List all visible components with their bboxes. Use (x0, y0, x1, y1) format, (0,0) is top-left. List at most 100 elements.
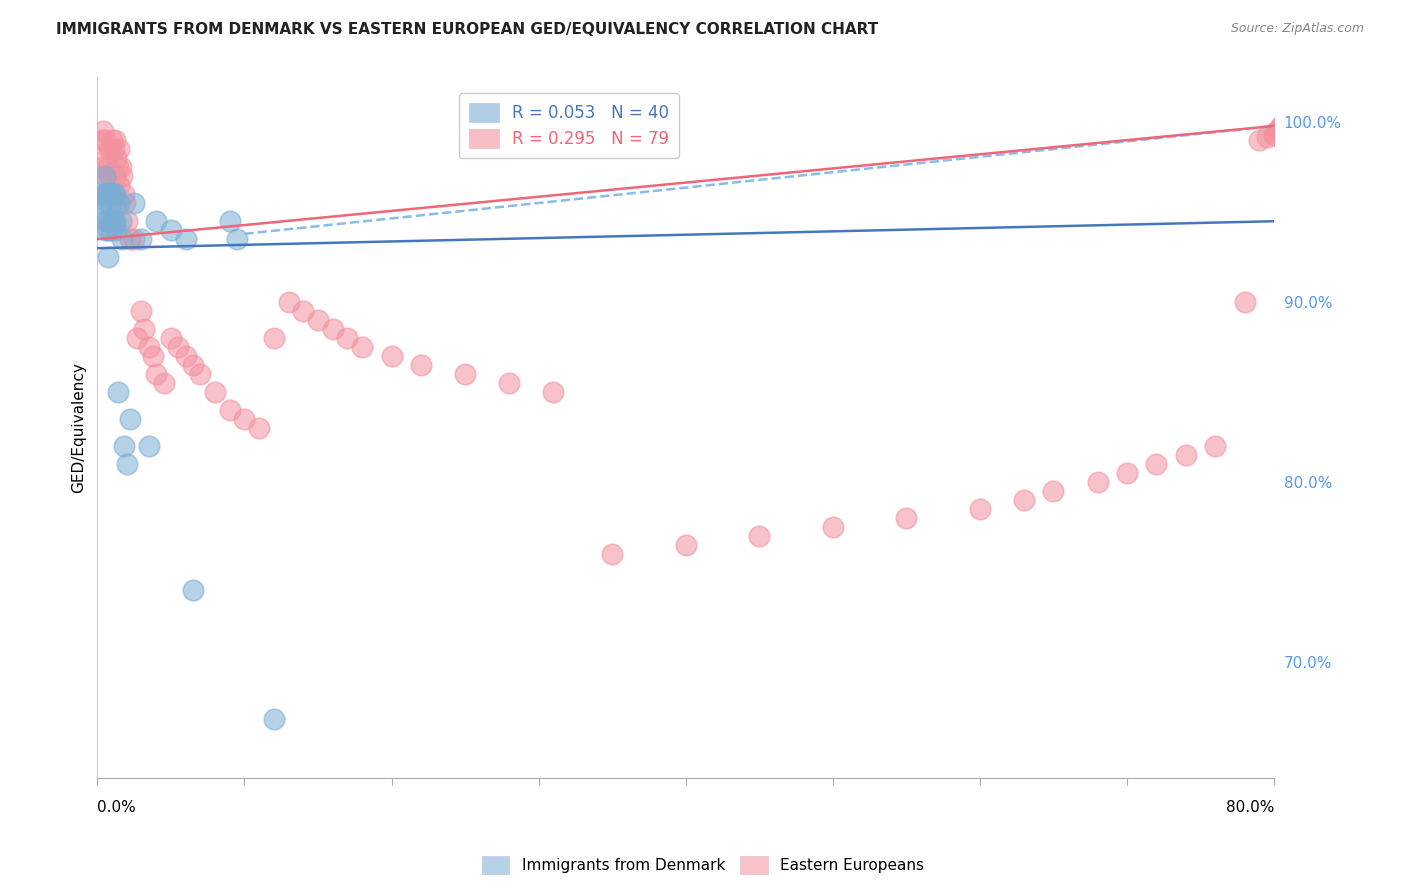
Point (160, 331, 183, 345)
Point (1012, 492, 1035, 507)
Point (1204, 439, 1226, 453)
Point (131, 232, 153, 246)
Point (896, 510, 918, 524)
Point (1042, 483, 1064, 498)
Point (322, 322, 344, 336)
Point (218, 214, 240, 228)
Point (226, 232, 249, 246)
Point (307, 313, 329, 327)
Point (454, 367, 477, 381)
Point (104, 133, 127, 147)
Point (97, 161, 120, 175)
Point (103, 214, 125, 228)
Point (111, 169, 134, 184)
Point (247, 421, 270, 435)
Point (115, 214, 138, 228)
Point (115, 457, 138, 471)
Point (114, 196, 136, 211)
Point (93, 133, 115, 147)
Text: Source: ZipAtlas.com: Source: ZipAtlas.com (1230, 22, 1364, 36)
Point (108, 196, 131, 211)
Point (233, 412, 256, 426)
Point (174, 349, 197, 363)
Point (1271, 117, 1294, 131)
Point (105, 196, 128, 211)
Point (93, 169, 115, 184)
Point (152, 376, 174, 390)
Point (277, 295, 299, 310)
Point (1267, 122, 1289, 136)
Point (91, 187, 114, 202)
Point (174, 232, 197, 246)
Point (1144, 457, 1167, 471)
Point (96, 187, 118, 202)
Point (142, 349, 165, 363)
Point (98, 187, 121, 202)
Point (103, 187, 125, 202)
Point (498, 376, 520, 390)
Point (145, 367, 167, 381)
Point (600, 547, 623, 561)
Point (93, 169, 115, 184)
Point (138, 439, 160, 453)
Point (118, 412, 141, 426)
Point (105, 151, 128, 165)
Point (107, 384, 129, 399)
Point (93, 223, 115, 237)
Point (160, 223, 183, 237)
Point (112, 187, 135, 202)
Point (125, 331, 148, 345)
Point (101, 214, 124, 228)
Point (112, 439, 135, 453)
Point (352, 340, 374, 354)
Point (218, 403, 240, 417)
Point (100, 142, 122, 156)
Point (93, 187, 115, 202)
Legend: Immigrants from Denmark, Eastern Europeans: Immigrants from Denmark, Eastern Europea… (475, 850, 931, 880)
Point (98, 214, 121, 228)
Point (89, 196, 111, 211)
Point (91, 124, 114, 138)
Point (104, 187, 127, 202)
Point (409, 358, 432, 372)
Point (110, 214, 132, 228)
Point (167, 340, 190, 354)
Point (108, 142, 131, 156)
Text: 0.0%: 0.0% (97, 800, 136, 815)
Point (134, 322, 156, 336)
Point (98, 142, 121, 156)
Point (292, 304, 315, 318)
Point (97, 196, 120, 211)
Point (101, 187, 124, 202)
Point (98, 169, 121, 184)
Point (118, 232, 141, 246)
Point (675, 538, 697, 552)
Point (1256, 129, 1278, 144)
Point (104, 169, 127, 184)
Point (110, 161, 132, 175)
Point (1087, 475, 1109, 489)
Point (101, 187, 124, 202)
Point (131, 304, 153, 318)
Point (111, 232, 134, 246)
Point (1233, 295, 1256, 310)
Point (1249, 133, 1271, 147)
Point (96, 214, 118, 228)
Point (204, 384, 226, 399)
Point (97, 187, 120, 202)
Point (122, 196, 145, 211)
Point (1116, 466, 1139, 480)
Point (748, 529, 770, 543)
Point (1265, 124, 1288, 138)
Point (100, 169, 122, 184)
Point (122, 232, 145, 246)
Point (100, 223, 122, 237)
Point (543, 384, 565, 399)
Point (145, 214, 167, 228)
Point (1270, 119, 1292, 133)
Legend: R = 0.053   N = 40, R = 0.295   N = 79: R = 0.053 N = 40, R = 0.295 N = 79 (458, 93, 679, 158)
Point (100, 196, 122, 211)
Point (336, 331, 359, 345)
Point (188, 367, 211, 381)
Point (1174, 448, 1197, 462)
